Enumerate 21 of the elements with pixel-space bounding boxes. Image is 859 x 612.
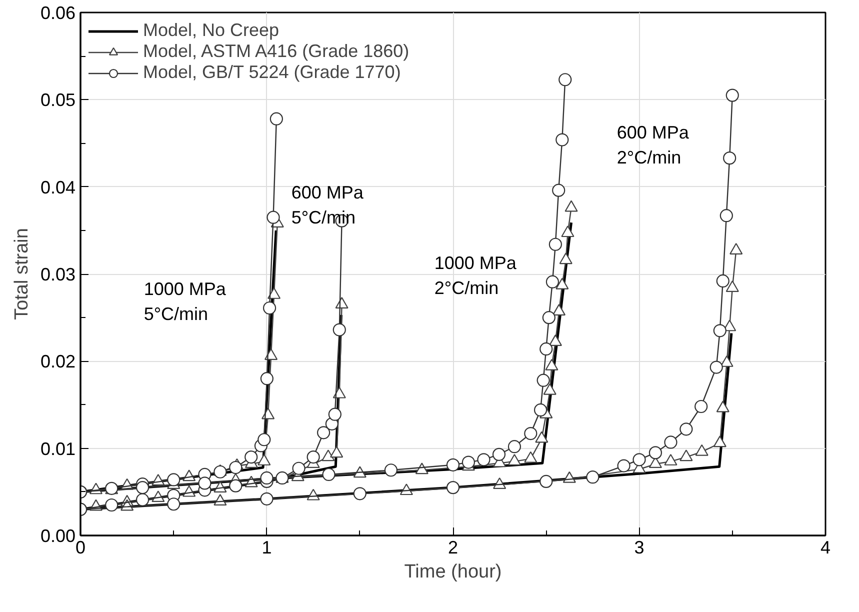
y-tick-label: 0.04 [40,177,76,198]
annotation: 1000 MPa 5°C/min [144,279,227,324]
y-tick-label: 0.00 [40,526,76,546]
x-tick-label: 1 [262,538,272,558]
legend-label: Model, No Creep [143,20,280,41]
x-tick-label: 2 [448,538,458,558]
x-tick-label: 3 [634,538,644,558]
y-tick-label: 0.06 [40,3,76,23]
annotation: 600 MPa 5°C/min [291,182,364,228]
y-axis-title: Total strain [11,228,32,320]
x-axis-title: Time (hour) [404,562,502,582]
legend-label: Model, GB/T 5224 (Grade 1770) [143,62,401,83]
legend-label: Model, ASTM A416 (Grade 1860) [143,41,410,62]
x-tick-label: 0 [75,538,86,558]
annotation: 600 MPa 2°C/min [616,122,690,168]
y-tick-label: 0.02 [40,352,76,372]
y-tick-label: 0.01 [40,438,76,459]
annotation: 1000 MPa 2°C/min [434,253,518,298]
x-tick-label: 4 [820,538,831,558]
y-tick-label: 0.05 [40,90,76,110]
y-tick-label: 0.03 [40,264,76,284]
